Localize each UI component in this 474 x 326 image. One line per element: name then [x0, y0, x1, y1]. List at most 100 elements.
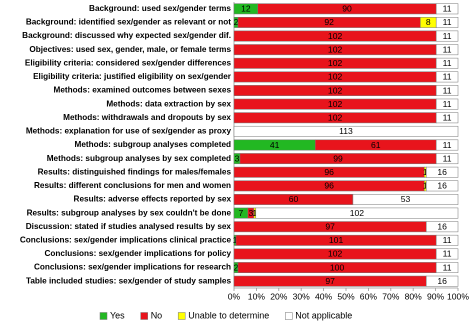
- value-label: 8: [426, 17, 431, 27]
- y-tick-label: Conclusions: sex/gender implications for…: [44, 249, 231, 258]
- y-tick-label: Background: used sex/gender terms: [89, 4, 231, 13]
- value-label: 113: [339, 126, 353, 136]
- legend-label: Unable to determine: [188, 310, 269, 320]
- value-label: 61: [371, 140, 381, 150]
- value-label: 11: [443, 113, 452, 123]
- bar-segment: [435, 112, 459, 124]
- bar-segment: [426, 166, 459, 178]
- bar-segment: [435, 44, 459, 56]
- bar-segment: [435, 153, 459, 165]
- y-tick-label: Conclusions: sex/gender implications cli…: [20, 236, 232, 245]
- y-tick-label: Results: different conclusions for men a…: [34, 181, 231, 190]
- value-label: 96: [324, 167, 334, 177]
- bar-segment: [426, 221, 459, 233]
- value-label: 60: [289, 194, 299, 204]
- value-label: 11: [443, 249, 452, 259]
- value-label: 11: [443, 44, 452, 54]
- value-label: 11: [443, 4, 452, 14]
- bar-segment: [435, 57, 459, 69]
- value-label: 11: [443, 140, 452, 150]
- value-label: 102: [328, 113, 343, 123]
- value-label: 90: [342, 4, 352, 14]
- y-tick-label: Methods: data extraction by sex: [106, 99, 231, 108]
- bar-segment: [255, 207, 459, 219]
- value-label: 1: [423, 167, 428, 177]
- y-tick-label: Methods: subgroup analyses by sex comple…: [47, 154, 231, 163]
- value-label: 16: [437, 276, 447, 286]
- y-tick-label: Table included studies: sex/gender of st…: [26, 276, 231, 285]
- y-tick-label: Methods: examined outcomes between sexes: [54, 86, 232, 95]
- value-label: 11: [443, 99, 452, 109]
- bar-segment: [435, 234, 459, 246]
- y-tick-label: Eligibility criteria: justified eligibil…: [33, 72, 232, 81]
- value-label: 11: [443, 72, 452, 82]
- legend-label: Yes: [110, 310, 125, 320]
- y-tick-label: Methods: subgroup analyses completed: [75, 140, 232, 149]
- x-tick-label: 20%: [270, 291, 288, 301]
- value-label: 102: [328, 85, 343, 95]
- bar-segment: [435, 262, 459, 273]
- value-label: 53: [401, 194, 411, 204]
- value-label: 1: [423, 181, 428, 191]
- x-tick-label: 50%: [337, 291, 355, 301]
- value-label: 11: [443, 17, 452, 27]
- value-label: 102: [328, 31, 343, 41]
- value-label: 41: [270, 140, 280, 150]
- value-label: 97: [325, 276, 335, 286]
- y-tick-label: Conclusions: sex/gender implications for…: [34, 263, 231, 272]
- value-label: 102: [328, 72, 343, 82]
- legend-swatch: [140, 312, 148, 320]
- value-label: 16: [437, 181, 447, 191]
- y-tick-label: Results: adverse effects reported by sex: [74, 195, 232, 204]
- value-label: 11: [443, 31, 452, 41]
- y-tick-label: Discussion: stated if studies analysed r…: [26, 222, 232, 231]
- value-label: 11: [443, 235, 452, 245]
- value-label: 16: [437, 221, 447, 231]
- bar-segment: [435, 3, 459, 15]
- value-label: 100: [330, 262, 345, 272]
- value-label: 102: [328, 44, 343, 54]
- legend-swatch: [99, 312, 108, 320]
- y-tick-label: Objectives: used sex, gender, male, or f…: [29, 45, 231, 54]
- bar-segment: [435, 139, 459, 151]
- value-label: 92: [324, 17, 334, 27]
- bar-segment: [233, 125, 459, 137]
- bar-segment: [426, 275, 459, 287]
- x-tick-label: 100%: [447, 291, 469, 301]
- legend-swatch: [177, 312, 186, 320]
- value-label: 11: [443, 153, 452, 163]
- legend-swatch: [285, 312, 293, 320]
- x-tick-label: 80%: [405, 291, 423, 301]
- value-label: 7: [239, 208, 244, 218]
- x-tick-label: 70%: [382, 291, 400, 301]
- value-label: 102: [350, 208, 365, 218]
- x-tick-label: 90%: [427, 291, 445, 301]
- value-label: 102: [328, 249, 343, 259]
- value-label: 16: [437, 167, 447, 177]
- value-label: 11: [443, 262, 452, 272]
- value-label: 2: [234, 17, 239, 27]
- value-label: 11: [443, 58, 452, 68]
- bar-segment: [352, 194, 459, 205]
- y-tick-label: Background: identified sex/gender as rel…: [26, 18, 231, 27]
- value-label: 12: [241, 4, 251, 14]
- value-label: 1: [252, 208, 257, 218]
- value-label: 3: [235, 153, 240, 163]
- bar-segment: [426, 180, 459, 192]
- value-label: 1: [233, 235, 238, 245]
- y-tick-label: Methods: withdrawals and dropouts by sex: [63, 113, 231, 122]
- y-tick-label: Background: discussed why expected sex/g…: [22, 31, 231, 40]
- y-tick-label: Eligibility criteria: considered sex/gen…: [25, 58, 232, 67]
- value-label: 101: [329, 235, 344, 245]
- bar-segment: [435, 248, 459, 260]
- x-tick-label: 0%: [228, 291, 241, 301]
- value-label: 97: [325, 221, 335, 231]
- value-label: 102: [328, 99, 343, 109]
- bar-segment: [435, 98, 459, 110]
- legend-label: No: [151, 310, 163, 320]
- value-label: 11: [443, 85, 452, 95]
- bar-segment: [435, 30, 459, 42]
- value-label: 99: [333, 153, 343, 163]
- x-tick-label: 30%: [293, 291, 311, 301]
